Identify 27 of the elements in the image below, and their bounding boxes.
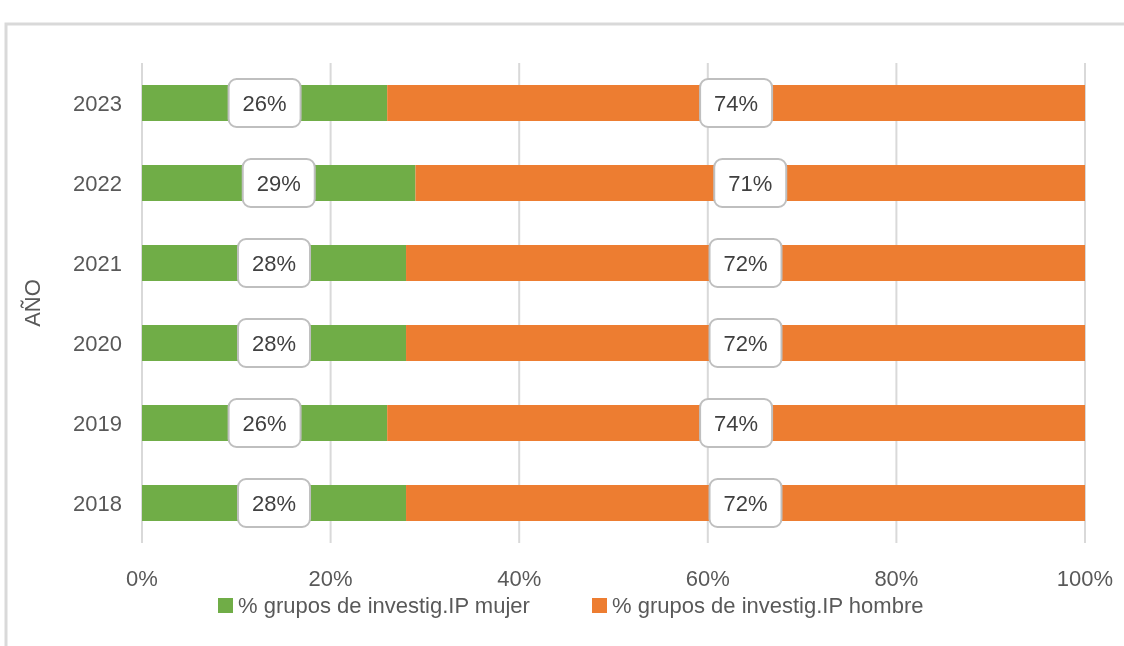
- legend-label: % grupos de investig.IP mujer: [238, 593, 530, 618]
- x-tick-label: 0%: [126, 566, 158, 591]
- y-axis-title: AÑO: [20, 279, 45, 327]
- y-tick-label: 2020: [73, 331, 122, 356]
- x-tick-label: 80%: [874, 566, 919, 591]
- data-label: 29%: [256, 171, 301, 196]
- y-tick-label: 2019: [73, 411, 122, 436]
- data-label: 28%: [252, 491, 297, 516]
- x-tick-label: 40%: [497, 566, 542, 591]
- data-label: 72%: [723, 251, 768, 276]
- y-tick-label: 2022: [73, 171, 122, 196]
- x-tick-label: 20%: [308, 566, 353, 591]
- y-tick-label: 2021: [73, 251, 122, 276]
- data-label: 26%: [242, 411, 287, 436]
- data-label: 28%: [252, 251, 297, 276]
- data-label: 72%: [723, 491, 768, 516]
- x-tick-label: 100%: [1056, 566, 1114, 591]
- y-tick-label: 2018: [73, 491, 122, 516]
- data-label: 74%: [714, 411, 759, 436]
- data-label: 71%: [728, 171, 773, 196]
- data-label: 72%: [723, 331, 768, 356]
- x-tick-label: 60%: [685, 566, 730, 591]
- legend-label: % grupos de investig.IP hombre: [612, 593, 924, 618]
- data-label: 26%: [242, 91, 287, 116]
- data-label: 28%: [252, 331, 297, 356]
- data-label: 74%: [714, 91, 759, 116]
- y-tick-label: 2023: [73, 91, 122, 116]
